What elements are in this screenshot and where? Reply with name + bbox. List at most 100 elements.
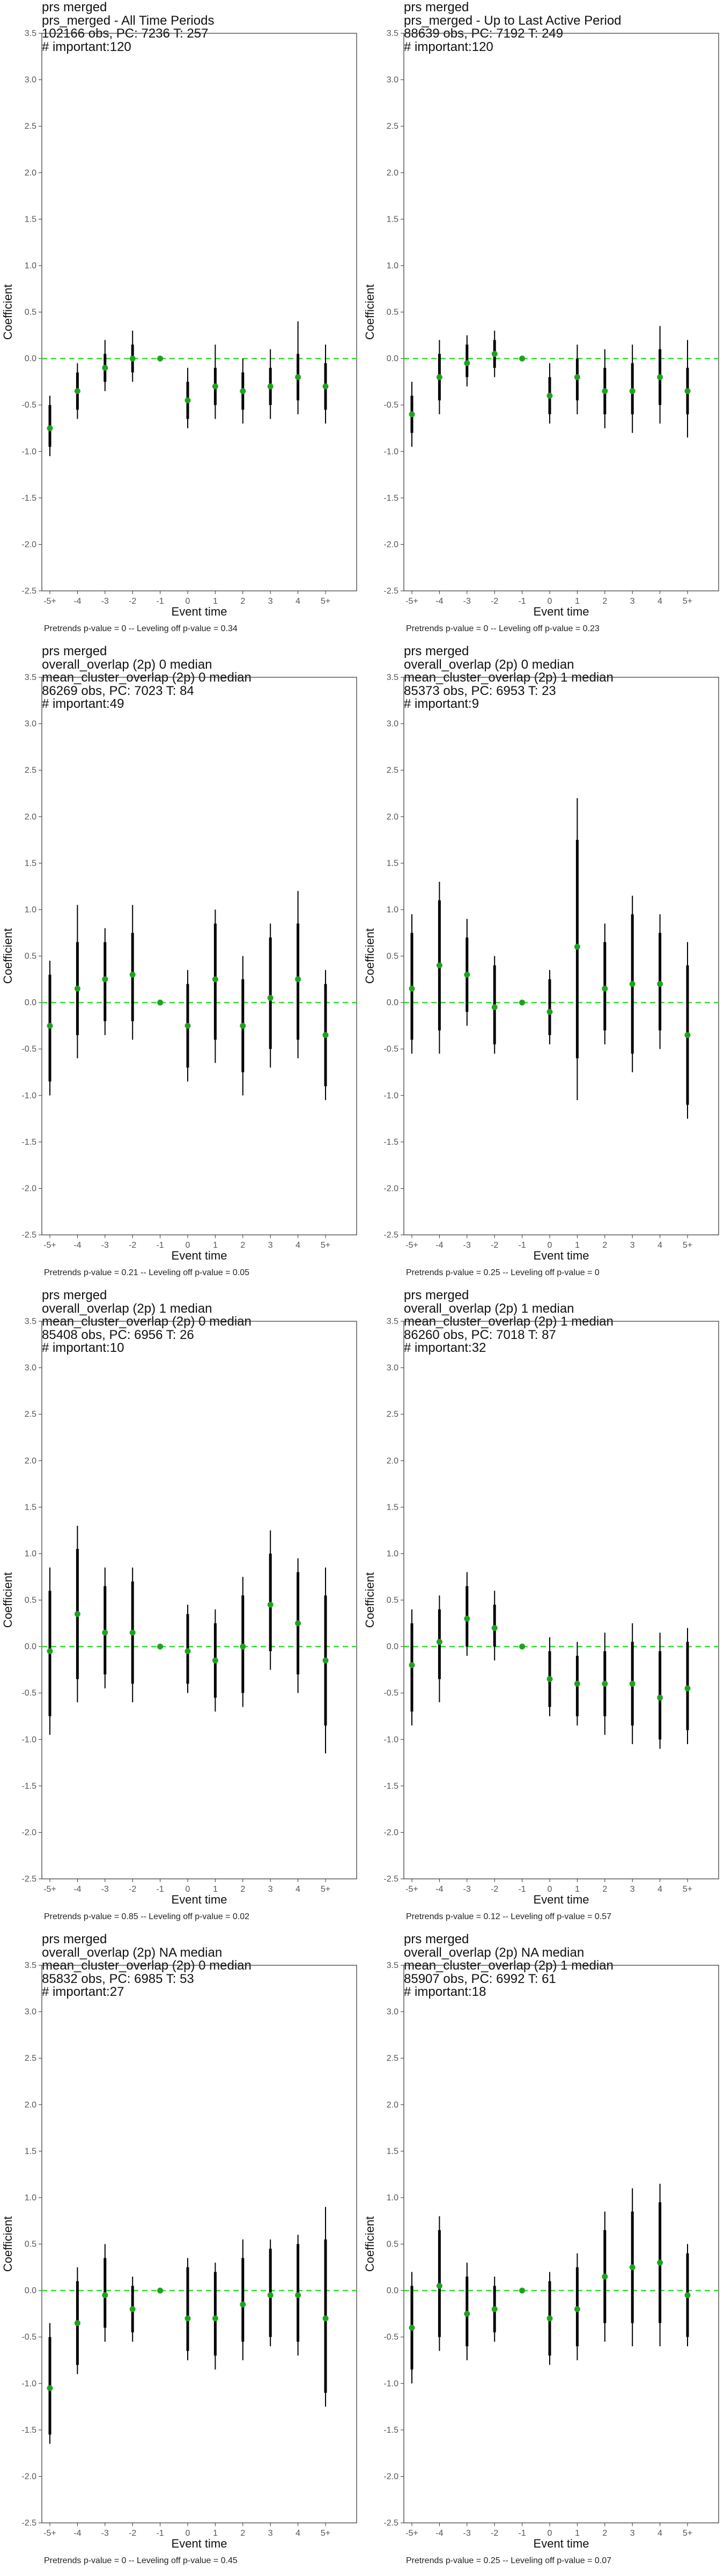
y-axis-title: Coefficient <box>1 284 14 340</box>
coefficient-plot: 3.5 3.0 2.5 2.0 1.5 1.0 0.5 0.0 -0.5 -1.0 -1.5 -2.0… <box>363 29 719 618</box>
x-tick-label: -3 <box>463 2529 471 2538</box>
y-tick-label: 3.5 <box>387 1317 398 1326</box>
coefficient-point <box>212 1657 218 1664</box>
chart-title-line: # important:120 <box>42 39 131 54</box>
y-tick-label: 1.0 <box>25 261 36 270</box>
event-study-panel: prs merged overall_overlap (2p) NA median… <box>0 1932 362 2576</box>
coefficient-point <box>546 1676 553 1682</box>
plot-frame <box>41 677 357 1235</box>
x-tick-label: 3 <box>630 597 635 606</box>
coefficient-point <box>491 1004 498 1011</box>
coefficient-point <box>240 1022 246 1029</box>
pvalue-caption: Pretrends p-value = 0.12 -- Leveling off… <box>406 1912 612 1921</box>
coefficient-point <box>322 383 329 390</box>
x-tick-label: -1 <box>518 597 526 606</box>
coefficient-point <box>212 976 218 983</box>
x-tick-label: 2 <box>602 2529 607 2538</box>
x-tick-label: 0 <box>548 1885 552 1894</box>
x-axis-title: Event time <box>172 1893 227 1906</box>
chart-title-line: prs merged <box>404 0 469 14</box>
event-study-panel: prs merged overall_overlap (2p) 1 median m… <box>0 1288 362 1932</box>
x-tick-label: -5+ <box>405 1885 418 1894</box>
coefficient-point <box>184 1648 191 1655</box>
y-tick-label: 0.5 <box>387 952 398 961</box>
y-tick-label: -2.0 <box>383 540 398 549</box>
coefficient-point <box>464 2310 470 2317</box>
y-tick-label: 1.0 <box>387 905 398 914</box>
coefficient-point <box>684 2292 691 2299</box>
y-tick-label: -1.5 <box>383 1782 398 1791</box>
y-tick-label: -2.5 <box>383 2519 398 2528</box>
coefficient-point <box>267 383 274 390</box>
y-tick-label: -2.0 <box>21 2472 36 2481</box>
coefficient-point <box>629 1680 636 1687</box>
x-tick-label: 0 <box>186 597 190 606</box>
chart-title-line: prs merged <box>42 1288 107 1302</box>
x-tick-label: 3 <box>630 1241 635 1250</box>
y-tick-label: 3.5 <box>25 673 36 682</box>
y-tick-label: -2.5 <box>383 1875 398 1884</box>
y-tick-label: 1.5 <box>387 2147 398 2156</box>
y-tick-label: 0.5 <box>25 952 36 961</box>
y-tick-label: -2.0 <box>21 540 36 549</box>
chart-title-line: # important:10 <box>42 1341 124 1355</box>
coefficient-point <box>602 1680 608 1687</box>
y-tick-label: -2.0 <box>21 1184 36 1193</box>
coefficient-point <box>546 392 553 399</box>
x-tick-label: -3 <box>101 1241 109 1250</box>
coefficient-point <box>464 971 470 978</box>
x-tick-label: 1 <box>575 2529 580 2538</box>
y-tick-label: 2.0 <box>387 2101 398 2110</box>
y-axis-title: Coefficient <box>1 1572 14 1628</box>
coefficient-point <box>519 999 526 1006</box>
x-tick-label: -3 <box>101 2529 109 2538</box>
y-tick-label: 1.0 <box>387 2193 398 2202</box>
coefficient-point <box>322 1657 329 1664</box>
coefficient-point <box>491 1624 498 1631</box>
x-tick-label: -2 <box>491 597 498 606</box>
y-tick-label: 2.0 <box>25 2101 36 2110</box>
x-tick-label: -5+ <box>405 2529 418 2538</box>
y-tick-label: 0.0 <box>387 1642 398 1651</box>
coefficient-point <box>102 2292 108 2299</box>
y-axis-title: Coefficient <box>1 928 14 984</box>
coefficient-plot: 3.5 3.0 2.5 2.0 1.5 1.0 0.5 0.0 -0.5 -1.0 -1.5 -2.0… <box>363 1317 719 1906</box>
chart-title-line: overall_overlap (2p) NA median <box>404 1945 585 1960</box>
coefficient-point <box>129 971 136 978</box>
x-tick-label: 4 <box>657 2529 662 2538</box>
y-tick-label: -2.5 <box>21 587 36 596</box>
coefficient-plot: 3.5 3.0 2.5 2.0 1.5 1.0 0.5 0.0 -0.5 -1.0 -1.5 -2.0… <box>1 1961 357 2550</box>
x-tick-label: 5+ <box>683 597 692 606</box>
y-tick-label: -2.5 <box>21 1875 36 1884</box>
x-tick-label: 2 <box>240 1885 245 1894</box>
coefficient-point <box>295 1620 301 1627</box>
y-tick-label: -0.5 <box>21 1045 36 1054</box>
x-tick-label: -4 <box>73 1885 81 1894</box>
coefficient-point <box>629 2264 636 2271</box>
y-tick-label: 1.5 <box>25 215 36 224</box>
coefficient-point <box>129 355 136 362</box>
chart-title-line: prs_merged - Up to Last Active Period <box>404 13 622 28</box>
coefficient-point <box>657 374 663 380</box>
coefficient-point <box>184 2315 191 2322</box>
chart-title-line: 85832 obs, PC: 6985 T: 53 <box>42 1971 194 1986</box>
coefficient-point <box>157 1643 164 1650</box>
y-tick-label: -0.5 <box>383 1689 398 1698</box>
coefficient-point <box>102 1629 108 1636</box>
x-tick-label: 5+ <box>321 1885 330 1894</box>
plot-frame <box>403 1321 719 1879</box>
x-tick-label: -5+ <box>405 597 418 606</box>
coefficient-point <box>295 2292 301 2299</box>
coefficient-point <box>602 985 608 992</box>
x-tick-label: -1 <box>518 1241 526 1250</box>
coefficient-point <box>436 1638 442 1645</box>
chart-title-line: # important:18 <box>404 1985 486 1999</box>
coefficient-plot: 3.5 3.0 2.5 2.0 1.5 1.0 0.5 0.0 -0.5 -1.0 -1.5 -2.0… <box>363 673 719 1262</box>
x-axis-title: Event time <box>172 605 227 618</box>
coefficient-point <box>47 1022 53 1029</box>
chart-title-line: 86260 obs, PC: 7018 T: 87 <box>404 1327 556 1342</box>
coefficient-point <box>129 1629 136 1636</box>
coefficient-point <box>519 1643 526 1650</box>
y-tick-label: -1.5 <box>21 1782 36 1791</box>
x-tick-label: -4 <box>435 597 443 606</box>
